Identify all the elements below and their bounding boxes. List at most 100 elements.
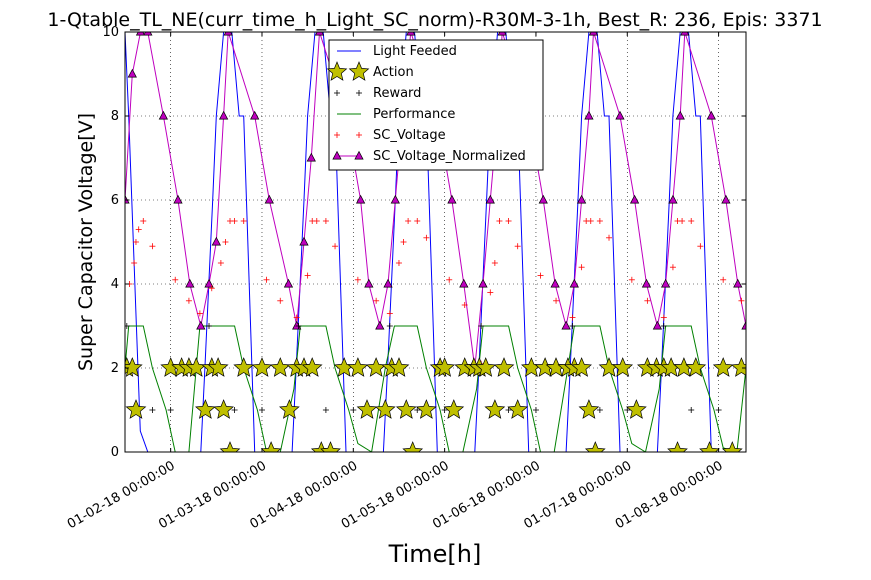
point-sc-voltage — [293, 314, 300, 321]
point-sc-voltage — [140, 218, 147, 224]
point-sc-voltage-normalized — [383, 278, 393, 288]
point-sc-voltage — [628, 276, 635, 283]
point-action — [279, 399, 300, 419]
point-sc-voltage — [373, 297, 380, 304]
point-reward — [149, 407, 156, 413]
point-action — [269, 357, 291, 377]
point-sc-voltage — [446, 276, 453, 283]
plot-frame — [124, 31, 747, 453]
point-sc-voltage — [149, 243, 156, 250]
series-layer — [125, 32, 746, 452]
point-sc-voltage-normalized — [478, 278, 488, 288]
legend-label: Action — [373, 65, 414, 80]
point-sc-voltage — [679, 218, 686, 224]
point-sc-voltage-normalized — [661, 278, 671, 288]
legend-box — [328, 39, 544, 171]
point-sc-voltage — [222, 239, 229, 245]
legend-marker — [334, 132, 340, 138]
legend-marker — [334, 90, 340, 96]
point-sc-voltage-normalized — [485, 194, 495, 204]
y-tick-label: 8 — [111, 109, 119, 124]
point-sc-voltage-normalized — [652, 320, 663, 330]
point-sc-voltage — [669, 264, 676, 271]
point-action — [685, 357, 707, 377]
point-sc-voltage-normalized — [185, 278, 195, 288]
point-sc-voltage — [505, 218, 512, 224]
x-axis-label: Time[h] — [388, 540, 482, 568]
point-action — [233, 357, 255, 377]
point-sc-voltage-normalized — [733, 278, 743, 288]
chart-title: 1-Qtable_TL_NE(curr_time_h_Light_SC_norm… — [47, 9, 822, 31]
point-sc-voltage-normalized — [196, 320, 206, 330]
point-reward — [167, 407, 174, 413]
point-sc-voltage-normalized — [364, 278, 374, 288]
legend-item-action: Action — [326, 61, 414, 81]
point-sc-voltage — [185, 297, 192, 304]
point-sc-voltage — [400, 239, 407, 245]
point-sc-voltage — [240, 218, 247, 224]
point-sc-voltage — [537, 272, 544, 279]
point-sc-voltage-normalized — [223, 32, 233, 36]
point-sc-voltage — [569, 314, 576, 321]
point-reward — [532, 407, 539, 413]
point-action — [434, 357, 455, 377]
point-action — [301, 357, 323, 377]
point-sc-voltage-normalized — [173, 194, 183, 204]
point-action — [251, 357, 273, 377]
point-sc-voltage — [208, 285, 215, 292]
point-reward — [350, 407, 357, 413]
point-reward — [478, 323, 485, 329]
legend-marker — [332, 150, 342, 160]
point-reward — [505, 407, 512, 413]
legend-marker — [348, 61, 370, 81]
point-action — [416, 399, 437, 419]
point-action — [374, 399, 396, 419]
point-sc-voltage — [487, 289, 494, 296]
point-reward — [624, 407, 631, 413]
point-sc-voltage-normalized — [447, 194, 457, 204]
point-action — [395, 399, 417, 419]
point-sc-voltage — [231, 218, 238, 224]
legend-label: SC_Voltage_Normalized — [373, 149, 526, 164]
point-sc-voltage-normalized — [375, 320, 385, 330]
point-reward — [688, 407, 695, 413]
point-sc-voltage — [644, 297, 651, 304]
point-reward — [386, 323, 393, 329]
point-sc-voltage — [596, 218, 603, 224]
point-reward — [441, 407, 448, 413]
y-tick-label: 4 — [111, 277, 119, 292]
point-sc-voltage — [414, 218, 421, 224]
point-sc-voltage — [196, 310, 203, 317]
point-sc-voltage-normalized — [158, 110, 168, 120]
point-action — [260, 441, 282, 452]
point-action — [667, 441, 688, 452]
point-action — [721, 441, 743, 452]
series-performance — [125, 325, 746, 452]
point-reward — [231, 407, 238, 413]
point-sc-voltage — [553, 297, 560, 304]
point-sc-voltage — [332, 243, 339, 250]
point-sc-voltage-normalized — [264, 194, 274, 204]
point-sc-voltage — [386, 310, 393, 317]
point-sc-voltage — [738, 297, 745, 304]
legend-label: SC_Voltage — [373, 128, 446, 143]
point-reward — [322, 407, 329, 413]
y-tick-label: 0 — [111, 445, 119, 460]
point-sc-voltage-normalized — [668, 194, 678, 204]
point-sc-voltage-normalized — [561, 320, 571, 330]
point-action — [207, 357, 229, 377]
point-action — [626, 399, 647, 419]
point-reward — [206, 323, 213, 329]
point-sc-voltage-normalized — [741, 320, 746, 330]
point-sc-voltage-normalized — [211, 236, 221, 246]
point-sc-voltage — [720, 276, 727, 283]
point-sc-voltage-normalized — [125, 194, 130, 204]
point-sc-voltage-normalized — [641, 278, 652, 288]
point-sc-voltage — [461, 302, 468, 308]
point-sc-voltage — [496, 218, 503, 224]
point-sc-voltage-normalized — [680, 32, 690, 36]
point-sc-voltage — [514, 243, 521, 250]
point-reward — [295, 323, 302, 329]
point-action — [356, 399, 378, 419]
point-reward — [414, 407, 421, 413]
